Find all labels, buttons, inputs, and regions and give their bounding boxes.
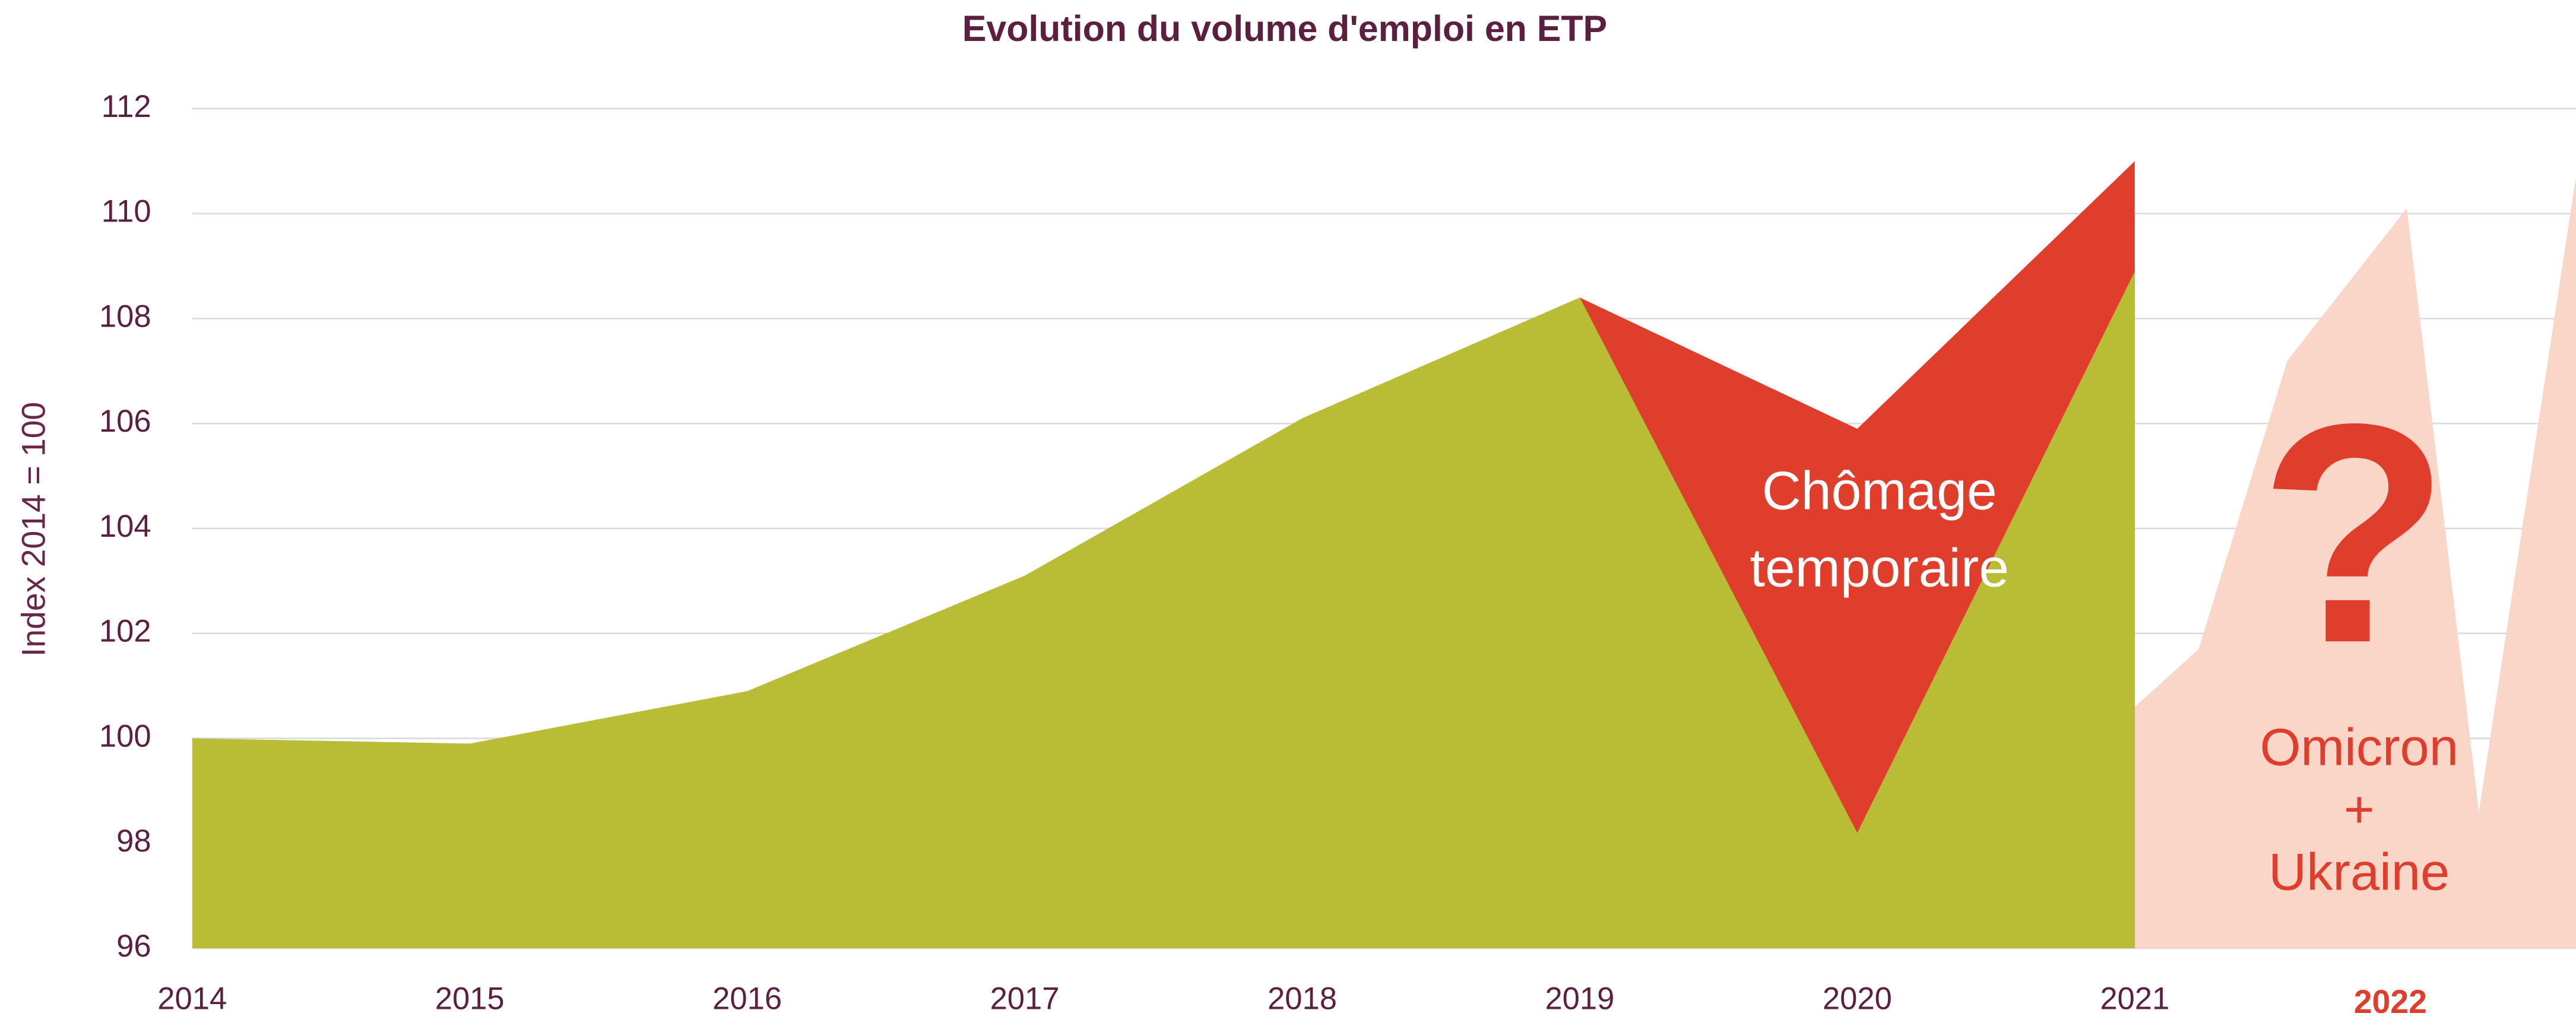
x-tick-label: 2019 — [1545, 981, 1614, 1016]
y-tick-label: 104 — [99, 509, 151, 544]
y-tick-label: 106 — [99, 404, 151, 439]
x-tick-label: 2018 — [1268, 981, 1337, 1016]
y-tick-label: 112 — [102, 89, 151, 124]
area — [2134, 176, 2576, 949]
y-tick-label: 110 — [102, 194, 151, 229]
x-tick-label: 2015 — [435, 981, 505, 1016]
y-tick-label: 102 — [99, 614, 151, 649]
annotation: + — [2344, 780, 2375, 839]
chart-title: Evolution du volume d'emploi en ETP — [962, 8, 1607, 49]
y-tick-label: 100 — [99, 718, 151, 753]
y-tick-label: 98 — [116, 824, 151, 859]
y-axis-label: Index 2014 = 100 — [15, 402, 52, 657]
annotation-question: ? — [2259, 359, 2450, 708]
annotation: Chômage — [1762, 460, 1997, 521]
annotation: Ukraine — [2268, 843, 2450, 901]
x-tick-label: 2020 — [1823, 981, 1892, 1016]
y-tick-label: 108 — [99, 299, 151, 334]
y-tick-label: 96 — [116, 929, 151, 964]
x-tick-label: 2017 — [990, 981, 1060, 1016]
area — [192, 271, 2135, 949]
x-tick-label: 2016 — [712, 981, 782, 1016]
annotation: Omicron — [2260, 717, 2458, 776]
annotation: temporaire — [1750, 537, 2009, 598]
x-tick-label: 2014 — [157, 981, 227, 1016]
x-tick-label: 2021 — [2100, 981, 2169, 1016]
period-label: 2022 — [2354, 983, 2427, 1020]
